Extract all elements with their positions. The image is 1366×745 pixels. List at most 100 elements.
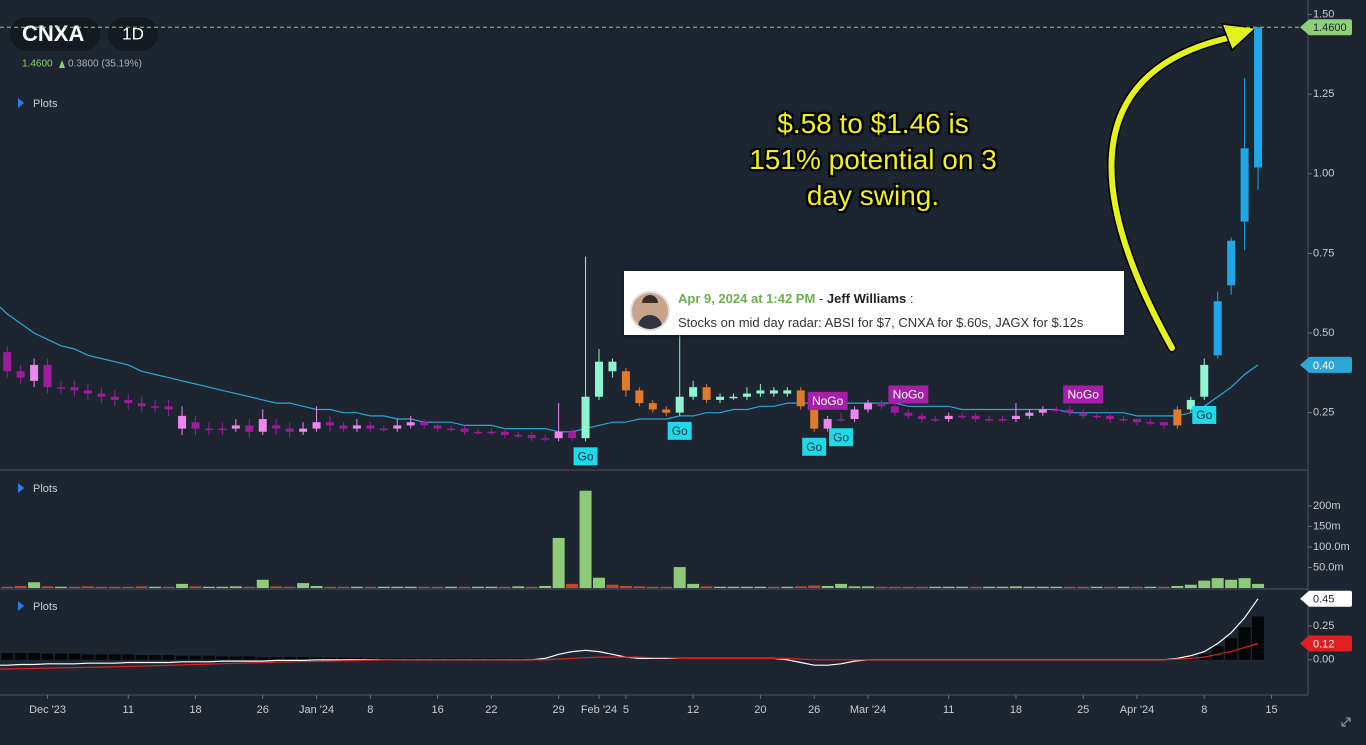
candle-body (1213, 301, 1222, 356)
signal-box (1063, 385, 1104, 404)
candle-body (137, 403, 146, 407)
expand-icon[interactable] (18, 601, 24, 611)
pane-label[interactable]: Plots (33, 483, 58, 495)
candle-body (272, 425, 281, 429)
histogram-bar (1211, 646, 1224, 660)
volume-bar (122, 586, 135, 588)
x-tick-label: 25 (1077, 704, 1089, 716)
volume-bar (256, 579, 269, 588)
ma-value-label-pointer (1300, 357, 1308, 372)
histogram-bar (283, 657, 296, 660)
histogram-bar (28, 652, 41, 660)
pane-label[interactable]: Plots (33, 601, 58, 613)
candle-body (742, 393, 751, 397)
y-tick-label: 0.25 (1313, 620, 1334, 632)
x-tick-label: Mar '24 (850, 704, 886, 716)
volume-bar (794, 586, 807, 588)
candle-body (541, 438, 550, 440)
candle-body (500, 431, 509, 435)
volume-bar (1131, 586, 1143, 588)
histogram-bar (14, 652, 27, 660)
histogram-bar (1252, 616, 1265, 660)
histogram-bar (122, 654, 135, 660)
expand-icon[interactable] (18, 98, 24, 108)
pane-label[interactable]: Plots (33, 98, 58, 110)
volume-bar (95, 586, 108, 588)
comment-byline: Apr 9, 2024 at 1:42 PM - Jeff Williams : (678, 291, 914, 306)
x-tick-label: Feb '24 (581, 704, 617, 716)
signal-box (802, 437, 827, 456)
volume-bar (350, 586, 363, 588)
y-tick-label: 0.00 (1313, 654, 1334, 666)
comment-author: Jeff Williams (826, 291, 907, 306)
volume-bar (243, 586, 256, 588)
volume-bar (956, 586, 969, 588)
volume-bar (619, 585, 632, 588)
histogram-bar (229, 656, 242, 660)
candle-body (702, 387, 711, 400)
volume-bar (216, 586, 229, 588)
ma-value-label-box (1308, 356, 1352, 373)
volume-bar (41, 586, 54, 588)
volume-bar (471, 586, 484, 588)
candle-body (473, 431, 482, 434)
candle-body (1200, 364, 1209, 397)
volume-bar (888, 586, 901, 588)
candle-body (823, 419, 832, 429)
signal-box (807, 391, 848, 410)
volume-bar (404, 586, 417, 588)
annotation-line: day swing. (806, 180, 940, 211)
volume-bar (364, 586, 377, 588)
x-tick-label: 29 (553, 704, 565, 716)
candle-body (16, 371, 25, 378)
candle-body (487, 431, 496, 434)
resize-icon[interactable] (1341, 717, 1351, 727)
histogram-bar (391, 658, 404, 660)
candle-body (850, 409, 859, 420)
volume-bar (1117, 586, 1130, 588)
histogram-bar (68, 653, 81, 660)
volume-bar (498, 586, 511, 588)
volume-bar (660, 586, 673, 588)
candle-body (985, 419, 994, 421)
candle-body (57, 387, 65, 389)
candle-body (1146, 422, 1155, 424)
volume-bar (606, 584, 619, 588)
candle-body (554, 431, 563, 439)
histogram-bar (1225, 638, 1238, 660)
volume-bar (915, 586, 928, 588)
candle-body (312, 422, 321, 429)
volume-bar (525, 586, 538, 588)
comment-box: Apr 9, 2024 at 1:42 PM - Jeff Williams :… (624, 271, 1124, 335)
x-tick-label: 26 (808, 704, 820, 716)
expand-icon[interactable] (18, 483, 24, 493)
candle-body (608, 361, 617, 372)
candle-body (191, 422, 200, 429)
candle-body (595, 361, 603, 397)
candle-body (1173, 409, 1182, 426)
volume-bar (28, 582, 41, 588)
candle-body (1052, 409, 1061, 411)
y-tick-label: 0.50 (1313, 327, 1334, 339)
candle-body (729, 396, 738, 399)
volume-bar (1211, 578, 1224, 588)
volume-bar (149, 586, 162, 588)
separator: - (818, 291, 824, 306)
histogram-bar (41, 653, 54, 660)
candle-body (864, 403, 872, 410)
volume-bar (337, 586, 350, 588)
volume-bar (189, 586, 202, 588)
volume-bar (1252, 583, 1265, 588)
histogram-bar (108, 654, 121, 660)
volume-bar (1225, 579, 1238, 588)
volume-bar (1063, 586, 1076, 588)
signal-box (1192, 405, 1217, 424)
y-tick-label: 200m (1313, 500, 1341, 512)
candle-body (1240, 148, 1249, 222)
volume-bar (162, 586, 175, 588)
volume-bar (862, 586, 874, 588)
candle-body (1106, 415, 1115, 420)
candle-body (299, 428, 308, 432)
volume-bar (202, 586, 215, 588)
